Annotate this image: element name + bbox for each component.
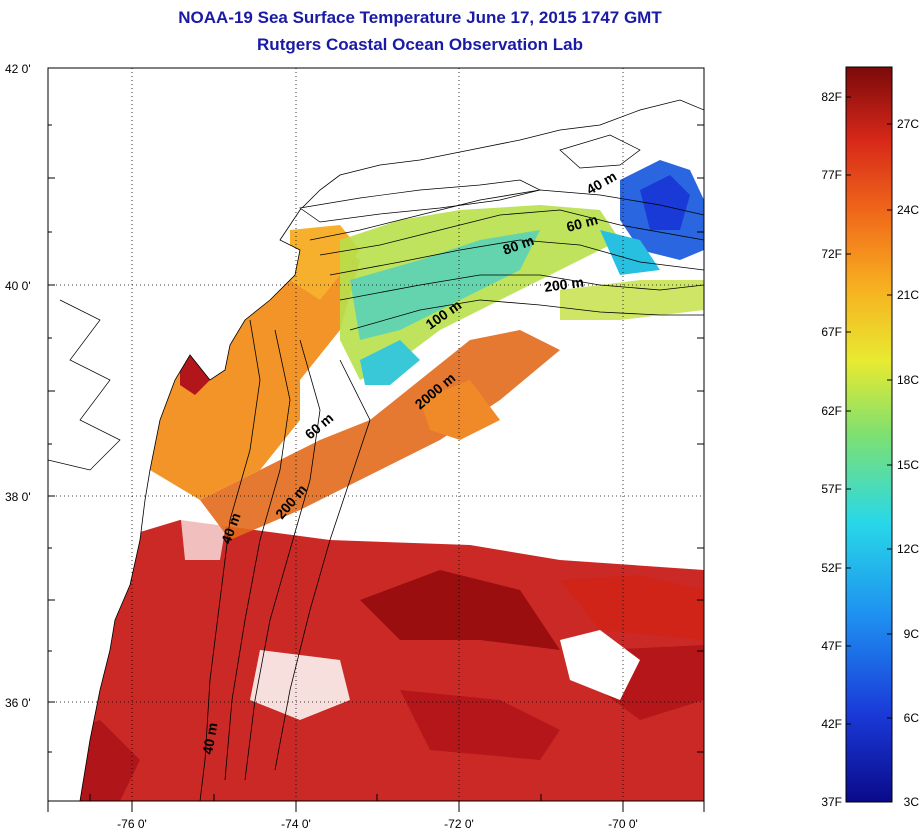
sst-cold-shelf [350, 230, 540, 340]
sst-cold-cyan [600, 230, 660, 275]
colorbar-c-label: 21C [897, 288, 919, 302]
lat-label: 42 0' [5, 62, 31, 76]
map-title: NOAA-19 Sea Surface Temperature June 17,… [178, 8, 662, 27]
lat-labels: 42 0' 40 0' 38 0' 36 0' [5, 62, 31, 710]
ticks [47, 67, 705, 812]
map-subtitle: Rutgers Coastal Ocean Observation Lab [257, 35, 583, 54]
colorbar-f-label: 62F [821, 404, 842, 418]
contour-60m [319, 209, 704, 256]
colorbar-c-label: 27C [897, 117, 919, 131]
colorbar-f-label: 72F [821, 247, 842, 261]
land [48, 68, 704, 801]
contour-2000m [349, 299, 704, 331]
colorbar-f-label: 47F [821, 639, 842, 653]
colorbar-f-label: 52F [821, 561, 842, 575]
color-bar [845, 66, 893, 803]
graticule [48, 68, 704, 801]
contour-label: 40 m [199, 721, 220, 755]
lat-label: 38 0' [5, 490, 31, 504]
sst-cool-shelf [340, 205, 620, 380]
colorbar-f-label: 67F [821, 325, 842, 339]
fahrenheit-labels: 82F 77F 72F 67F 62F 57F 52F 47F 42F 37F [821, 90, 842, 809]
contour-40m [309, 189, 704, 241]
contour-label: 200 m [543, 274, 585, 295]
sst-cold-blue-core [640, 175, 690, 230]
colorbar-c-label: 15C [897, 458, 919, 472]
sst-cold-patch [360, 340, 420, 385]
colorbar-c-label: 12C [897, 542, 919, 556]
us-coastline [48, 68, 704, 801]
colorbar-f-label: 42F [821, 717, 842, 731]
cloud-gap-3 [250, 650, 350, 720]
contour-60m-south [224, 329, 291, 781]
lon-label: -76 0' [117, 817, 147, 831]
contour-40m-south [199, 319, 261, 801]
lat-label: 40 0' [5, 279, 31, 293]
colorbar-c-label: 18C [897, 373, 919, 387]
sst-hot-core-2 [400, 690, 560, 760]
sst-cool-east [560, 280, 704, 320]
contour-2000m-south [274, 359, 371, 771]
sst-slope-patch [420, 380, 500, 440]
contour-label: 60 m [565, 211, 600, 235]
celsius-labels: 27C 24C 21C 18C 15C 12C 9C 6C 3C [897, 117, 919, 809]
color-bar-ticks [846, 96, 892, 725]
cloud-gap-1 [360, 455, 704, 560]
colorbar-f-label: 57F [821, 482, 842, 496]
colorbar-c-label: 24C [897, 203, 919, 217]
lat-label: 36 0' [5, 696, 31, 710]
chesapeake-shore [48, 299, 121, 471]
lon-label: -70 0' [608, 817, 638, 831]
map-border [47, 67, 705, 802]
colorbar-f-label: 77F [821, 168, 842, 182]
cape-cod [559, 134, 641, 169]
lon-label: -72 0' [444, 817, 474, 831]
lon-label: -74 0' [281, 817, 311, 831]
contour-200m-south [244, 339, 321, 781]
colorbar-f-label: 37F [821, 795, 842, 809]
colorbar-c-label: 3C [904, 795, 920, 809]
cloud-gap-2 [560, 630, 640, 700]
colorbar-c-label: 6C [904, 711, 920, 725]
colorbar-f-label: 82F [821, 90, 842, 104]
lon-labels: -76 0' -74 0' -72 0' -70 0' [117, 817, 638, 831]
sst-shelf-orange [150, 240, 360, 500]
colorbar-c-label: 9C [904, 627, 920, 641]
bathymetry-contours [199, 189, 704, 801]
contour-80m [329, 239, 704, 276]
sst-east-patch [560, 575, 704, 640]
sst-hot-core [360, 570, 560, 650]
